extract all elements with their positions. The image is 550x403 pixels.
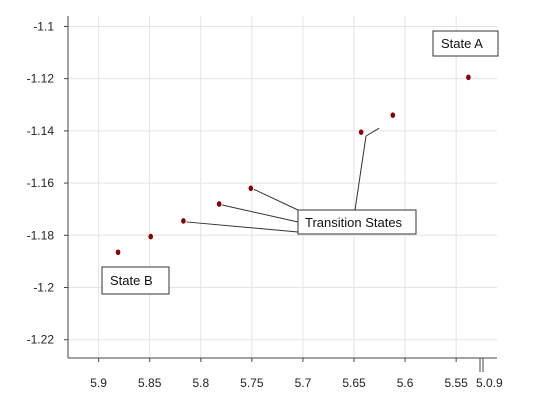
leader-lines [186, 127, 380, 233]
x-tick-label: 5.9 [90, 376, 107, 390]
y-tick-label: -1.2 [33, 281, 54, 295]
state-a-box [432, 30, 499, 57]
state-b-label: State B [110, 273, 153, 288]
grid [68, 16, 497, 358]
transition-states-annotation: Transition States [297, 209, 417, 235]
leader-line [186, 221, 299, 233]
x-tick-label: 5.7 [295, 376, 312, 390]
stray-axis-label: 5.0.9 [476, 376, 503, 390]
transition-states-box [297, 209, 417, 235]
x-tick-label: 5.85 [138, 376, 162, 390]
data-point [115, 249, 121, 256]
x-tick-label: 5.6 [397, 376, 414, 390]
state-b-annotation: State B [101, 266, 170, 295]
x-tick-labels: 5.9 5.85 5.8 5.75 5.7 5.65 5.6 5.55 [90, 376, 468, 390]
x-tick-label: 5.8 [192, 376, 209, 390]
y-tick-label: -1.18 [27, 228, 55, 242]
state-a-label: State A [441, 36, 483, 51]
data-point [248, 185, 254, 192]
data-point [358, 129, 364, 135]
data-point [181, 218, 186, 224]
data-point [216, 201, 222, 207]
state-b-box [101, 266, 170, 295]
data-point [466, 74, 471, 81]
data-point [390, 112, 396, 119]
y-tick-label: -1.12 [27, 72, 55, 86]
y-tick-label: -1.1 [33, 19, 54, 33]
x-tick-label: 5.55 [444, 376, 468, 390]
leader-line [253, 188, 299, 211]
leader-line [365, 127, 380, 137]
leader-line [354, 135, 367, 211]
y-tick-labels: -1.1 -1.12 -1.14 -1.16 -1.18 -1.2 -1.22 [27, 19, 55, 346]
data-point [148, 233, 154, 240]
state-a-annotation: State A [432, 30, 499, 57]
y-tick-label: -1.16 [27, 176, 55, 190]
transition-states-label: Transition States [305, 215, 403, 230]
x-tick-label: 5.65 [342, 376, 366, 390]
y-tick-label: -1.14 [27, 124, 55, 138]
leader-line [222, 204, 299, 223]
y-tick-label: -1.22 [27, 333, 55, 347]
data-points [115, 74, 471, 256]
axes [64, 16, 497, 372]
x-tick-label: 5.75 [240, 376, 264, 390]
